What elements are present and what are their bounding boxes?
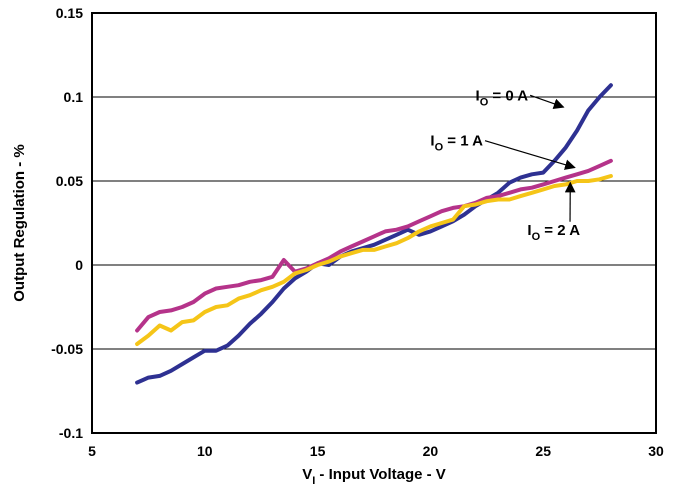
- y-tick-label: 0.1: [64, 89, 84, 105]
- annotation-arrow: [484, 140, 576, 170]
- y-tick-label: 0.05: [56, 173, 83, 189]
- series-line-2: [135, 174, 613, 346]
- series-label: IO = 1 A: [430, 133, 483, 154]
- x-axis-ticks: 5 10 15 20 25 30: [88, 443, 664, 459]
- x-tick-label: 10: [197, 443, 213, 459]
- x-axis-label-main: V: [302, 466, 312, 483]
- gridlines: [92, 96, 656, 350]
- y-tick-label: 0.15: [56, 5, 83, 21]
- x-axis-label: VI - Input Voltage - V: [302, 466, 446, 487]
- series-line-1: [135, 158, 613, 333]
- series-label: IO = 0 A: [476, 87, 529, 108]
- series-line-0: [135, 83, 613, 385]
- y-tick-label: 0: [75, 257, 83, 273]
- x-tick-label: 20: [423, 443, 439, 459]
- y-axis-ticks: -0.1 -0.05 0 0.05 0.1 0.15: [51, 5, 83, 441]
- x-tick-label: 25: [535, 443, 551, 459]
- series-lines: [135, 83, 613, 385]
- series-label: IO = 2 A: [527, 222, 580, 243]
- x-axis-label-rest: - Input Voltage - V: [315, 466, 446, 483]
- y-tick-label: -0.1: [59, 425, 83, 441]
- y-tick-label: -0.05: [51, 341, 83, 357]
- plot-area: [91, 12, 657, 434]
- annotation-arrow: [529, 94, 565, 109]
- x-tick-label: 5: [88, 443, 96, 459]
- x-axis-label-sub: I: [312, 475, 315, 487]
- x-tick-label: 30: [648, 443, 664, 459]
- series-annotations: IO = 0 A IO = 1 A IO = 2 A: [430, 87, 580, 242]
- y-axis-label: Output Regulation - %: [11, 144, 28, 301]
- x-tick-label: 15: [310, 443, 326, 459]
